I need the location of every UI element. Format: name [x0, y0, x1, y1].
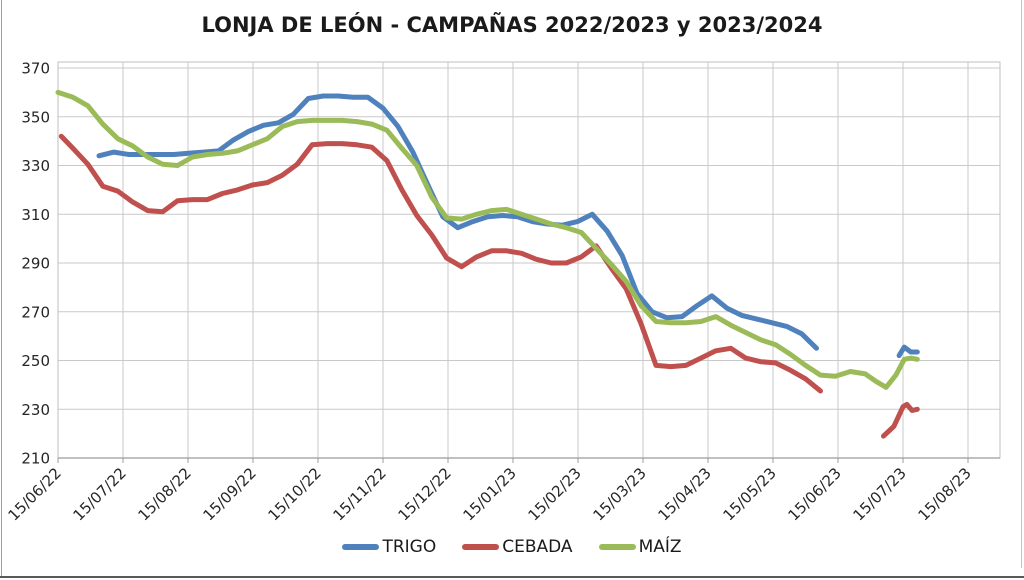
x-tick-label: 15/07/22 [69, 464, 129, 524]
y-tick-label: 270 [21, 303, 50, 321]
plot-border [57, 61, 1001, 459]
legend-label-cebada: CEBADA [502, 537, 573, 557]
x-tick-label: 15/01/23 [459, 464, 519, 524]
x-tick-label: 15/03/23 [589, 464, 649, 524]
series-line-cebada [58, 133, 823, 394]
x-tick-label: 15/08/23 [914, 464, 974, 524]
legend-item-maiz: MAÍZ [598, 537, 682, 557]
x-tick-label: 15/08/22 [134, 464, 194, 524]
window-edge-bottom [0, 576, 1024, 578]
x-tick-label: 15/10/22 [264, 464, 324, 524]
y-tick-label: 250 [21, 352, 50, 370]
legend-marker-cebada-icon [462, 544, 500, 550]
y-tick-label: 210 [21, 450, 50, 468]
window-edge-left [1, 0, 2, 577]
y-tick-label: 230 [21, 401, 50, 419]
series-line-cebada [881, 401, 920, 439]
legend-label-trigo: TRIGO [382, 537, 437, 557]
y-tick-label: 330 [21, 157, 50, 175]
legend-item-trigo: TRIGO [342, 537, 436, 557]
x-tick-label: 15/09/22 [199, 464, 259, 524]
legend: TRIGO CEBADA MAÍZ [0, 537, 1024, 557]
legend-marker-maiz-icon [598, 544, 636, 550]
window-edge-right [1021, 0, 1022, 568]
x-tick-label: 15/05/23 [719, 464, 779, 524]
x-tick-label: 15/07/23 [849, 464, 909, 524]
y-tick-label: 310 [21, 206, 50, 224]
chart-title: LONJA DE LEÓN - CAMPAÑAS 2022/2023 y 202… [201, 13, 823, 37]
series-line-trigo [96, 93, 819, 351]
y-tick-label: 350 [21, 108, 50, 126]
legend-item-cebada: CEBADA [462, 537, 573, 557]
x-tick-label: 15/02/23 [524, 464, 584, 524]
x-tick-label: 15/04/23 [654, 464, 714, 524]
legend-marker-trigo-icon [342, 544, 380, 550]
legend-label-maiz: MAÍZ [638, 537, 682, 557]
y-tick-label: 290 [21, 255, 50, 273]
x-tick-label: 15/12/22 [394, 464, 454, 524]
series-line-trigo [896, 344, 920, 359]
series-line-maiz [55, 89, 920, 390]
x-tick-label: 15/06/22 [4, 464, 64, 524]
x-tick-label: 15/11/22 [329, 464, 389, 524]
x-tick-label: 15/06/23 [784, 464, 844, 524]
y-tick-label: 370 [21, 60, 50, 78]
